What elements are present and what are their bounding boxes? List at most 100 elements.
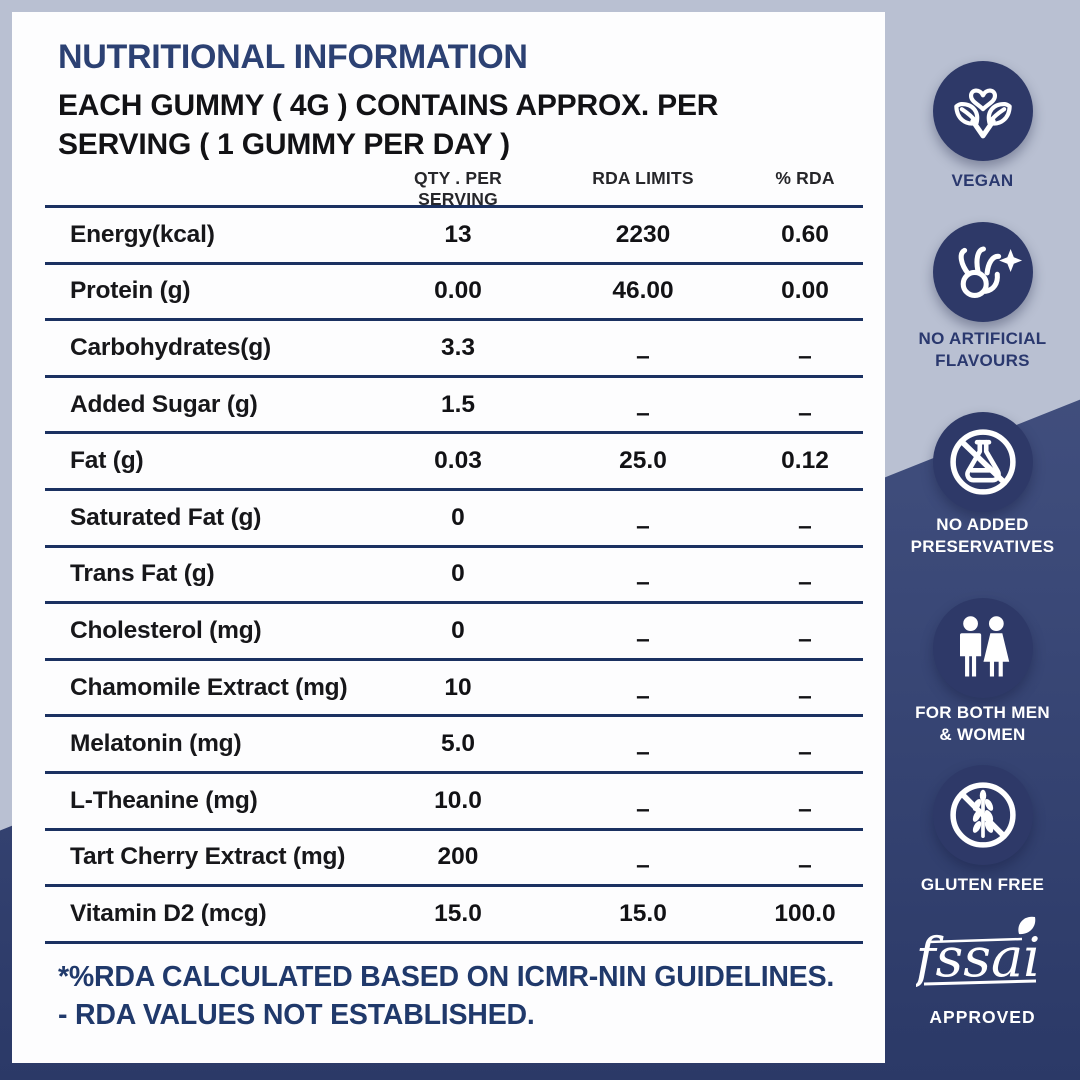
rda-limit-value: – xyxy=(636,342,650,370)
badge-gluten-free-label: GLUTEN FREE xyxy=(920,875,1045,894)
table-row: Added Sugar (g) 1.5 – – xyxy=(45,374,863,432)
row-label: Energy(kcal) xyxy=(70,220,215,248)
badge-no-added-preservatives-label: NO ADDED PRESERVATIVES xyxy=(910,515,1055,556)
pct-rda-value: – xyxy=(798,852,812,880)
pct-rda-value: – xyxy=(798,569,812,597)
pct-rda-value: – xyxy=(798,512,812,540)
table-row: Chamomile Extract (mg) 10 – – xyxy=(45,657,863,715)
serving-subtitle-line1: EACH GUMMY ( 4G ) CONTAINS APPROX. PER xyxy=(58,89,719,122)
qty-value: 5.0 xyxy=(440,730,476,758)
header-rda-limits: RDA LIMITS xyxy=(592,168,694,188)
badge-vegan-label: VEGAN xyxy=(951,171,1014,190)
pct-rda-value: – xyxy=(798,399,812,427)
badge-vegan xyxy=(932,61,1033,161)
badge-sidebar: VEGAN NO ARTIFICIAL FLAVOURS NO ADDED PR… xyxy=(885,0,1080,1080)
table-row: Trans Fat (g) 0 – – xyxy=(45,544,863,602)
badge-fssai-approved: fssai APPROVED xyxy=(885,912,1080,1028)
ok-hand-sparkle-icon xyxy=(958,246,1022,298)
fssai-approved-label: APPROVED xyxy=(929,1007,1036,1027)
row-label: Saturated Fat (g) xyxy=(70,503,262,531)
table-row: Energy(kcal) 13 2230 0.60 xyxy=(45,205,863,262)
pct-rda-value: 0.60 xyxy=(781,220,829,248)
qty-value: 0 xyxy=(451,616,465,644)
table-row: Carbohydrates(g) 3.3 – – xyxy=(45,318,863,375)
rda-limit-value: 25.0 xyxy=(619,447,667,475)
pct-rda-value: 100.0 xyxy=(774,900,836,928)
table-row: Protein (g) 0.00 46.00 0.00 xyxy=(45,261,863,319)
qty-value: 0.03 xyxy=(434,447,482,475)
rda-footnote-line2: - RDA VALUES NOT ESTABLISHED. xyxy=(58,999,535,1031)
qty-value: 200 xyxy=(437,843,479,871)
row-label: Cholesterol (mg) xyxy=(70,616,262,644)
pct-rda-value: – xyxy=(798,795,812,823)
table-row: Cholesterol (mg) 0 – – xyxy=(45,601,863,658)
fssai-logo: fssai xyxy=(911,916,1040,989)
rda-footnote-line1: *%RDA CALCULATED BASED ON ICMR-NIN GUIDE… xyxy=(58,961,835,993)
qty-value: 1.5 xyxy=(440,390,476,418)
header-qty-per-serving: QTY . PER SERVING xyxy=(413,168,503,209)
qty-value: 15.0 xyxy=(434,900,482,928)
rda-limit-value: 15.0 xyxy=(619,900,667,928)
page-title: NUTRITIONAL INFORMATION xyxy=(58,38,528,76)
table-row: Saturated Fat (g) 0 – – xyxy=(45,487,863,545)
qty-value: 13 xyxy=(444,220,472,248)
table-row: Tart Cherry Extract (mg) 200 – – xyxy=(45,827,863,885)
rda-limit-value: – xyxy=(636,512,650,540)
no-flask-icon xyxy=(949,429,1016,495)
rda-limit-value: 2230 xyxy=(615,220,671,248)
pct-rda-value: – xyxy=(798,682,812,710)
pct-rda-value: – xyxy=(798,739,812,767)
qty-value: 10.0 xyxy=(434,786,482,814)
table-row: Fat (g) 0.03 25.0 0.12 xyxy=(45,431,863,488)
pct-rda-value: – xyxy=(798,342,812,370)
serving-subtitle: EACH GUMMY ( 4G ) CONTAINS APPROX. PER S… xyxy=(58,86,718,164)
table-row: Melatonin (mg) 5.0 – – xyxy=(45,714,863,771)
rda-limit-value: – xyxy=(636,399,650,427)
pct-rda-value: 0.00 xyxy=(781,277,829,305)
rda-limit-value: – xyxy=(636,625,650,653)
row-label: Trans Fat (g) xyxy=(70,560,215,588)
row-label: L-Theanine (mg) xyxy=(70,786,258,814)
qty-value: 0.00 xyxy=(434,277,482,305)
rda-limit-value: – xyxy=(636,739,650,767)
rda-footnote: *%RDA CALCULATED BASED ON ICMR-NIN GUIDE… xyxy=(58,958,834,1034)
header-spacer xyxy=(45,168,377,210)
badge-gluten-free xyxy=(932,765,1033,865)
row-label: Vitamin D2 (mcg) xyxy=(70,900,267,928)
qty-value: 0 xyxy=(451,560,465,588)
pct-rda-value: – xyxy=(798,625,812,653)
rda-limit-value: – xyxy=(636,569,650,597)
row-label: Protein (g) xyxy=(70,277,191,305)
table-row: L-Theanine (mg) 10.0 – – xyxy=(45,770,863,828)
qty-value: 0 xyxy=(451,503,465,531)
nutrition-table-body: Energy(kcal) 13 2230 0.60 Protein (g) 0.… xyxy=(45,205,863,945)
pct-rda-value: 0.12 xyxy=(781,447,829,475)
row-label: Fat (g) xyxy=(70,447,144,475)
row-label: Tart Cherry Extract (mg) xyxy=(70,843,346,871)
vegan-plant-heart-icon xyxy=(953,88,1012,139)
rda-limit-value: – xyxy=(636,852,650,880)
men-women-icon xyxy=(959,616,1009,677)
badge-no-added-preservatives xyxy=(932,412,1033,512)
fssai-leaf-icon xyxy=(1017,916,1035,935)
rda-limit-value: 46.00 xyxy=(612,277,674,305)
row-label: Melatonin (mg) xyxy=(70,730,242,758)
qty-value: 3.3 xyxy=(440,333,476,361)
row-label: Chamomile Extract (mg) xyxy=(70,673,348,701)
badge-no-artificial-flavours-label: NO ARTIFICIAL FLAVOURS xyxy=(918,329,1047,370)
badge-for-both-men-women-label: FOR BOTH MEN & WOMEN xyxy=(915,703,1050,744)
table-row: Vitamin D2 (mcg) 15.0 15.0 100.0 xyxy=(45,884,863,945)
header-pct-rda: % RDA xyxy=(775,168,835,188)
svg-text:fssai: fssai xyxy=(916,926,1040,989)
badge-no-artificial-flavours xyxy=(932,222,1033,322)
rda-limit-value: – xyxy=(636,682,650,710)
rda-limit-value: – xyxy=(636,795,650,823)
qty-value: 10 xyxy=(444,673,472,701)
serving-subtitle-line2: SERVING ( 1 GUMMY PER DAY ) xyxy=(58,128,510,161)
nutrition-facts-card: NUTRITIONAL INFORMATION EACH GUMMY ( 4G … xyxy=(12,12,885,1063)
row-label: Carbohydrates(g) xyxy=(70,333,271,361)
no-wheat-icon xyxy=(949,782,1016,848)
row-label: Added Sugar (g) xyxy=(70,390,258,418)
badge-for-both-men-women xyxy=(932,598,1033,698)
table-header-row: QTY . PER SERVING RDA LIMITS % RDA xyxy=(45,168,863,210)
